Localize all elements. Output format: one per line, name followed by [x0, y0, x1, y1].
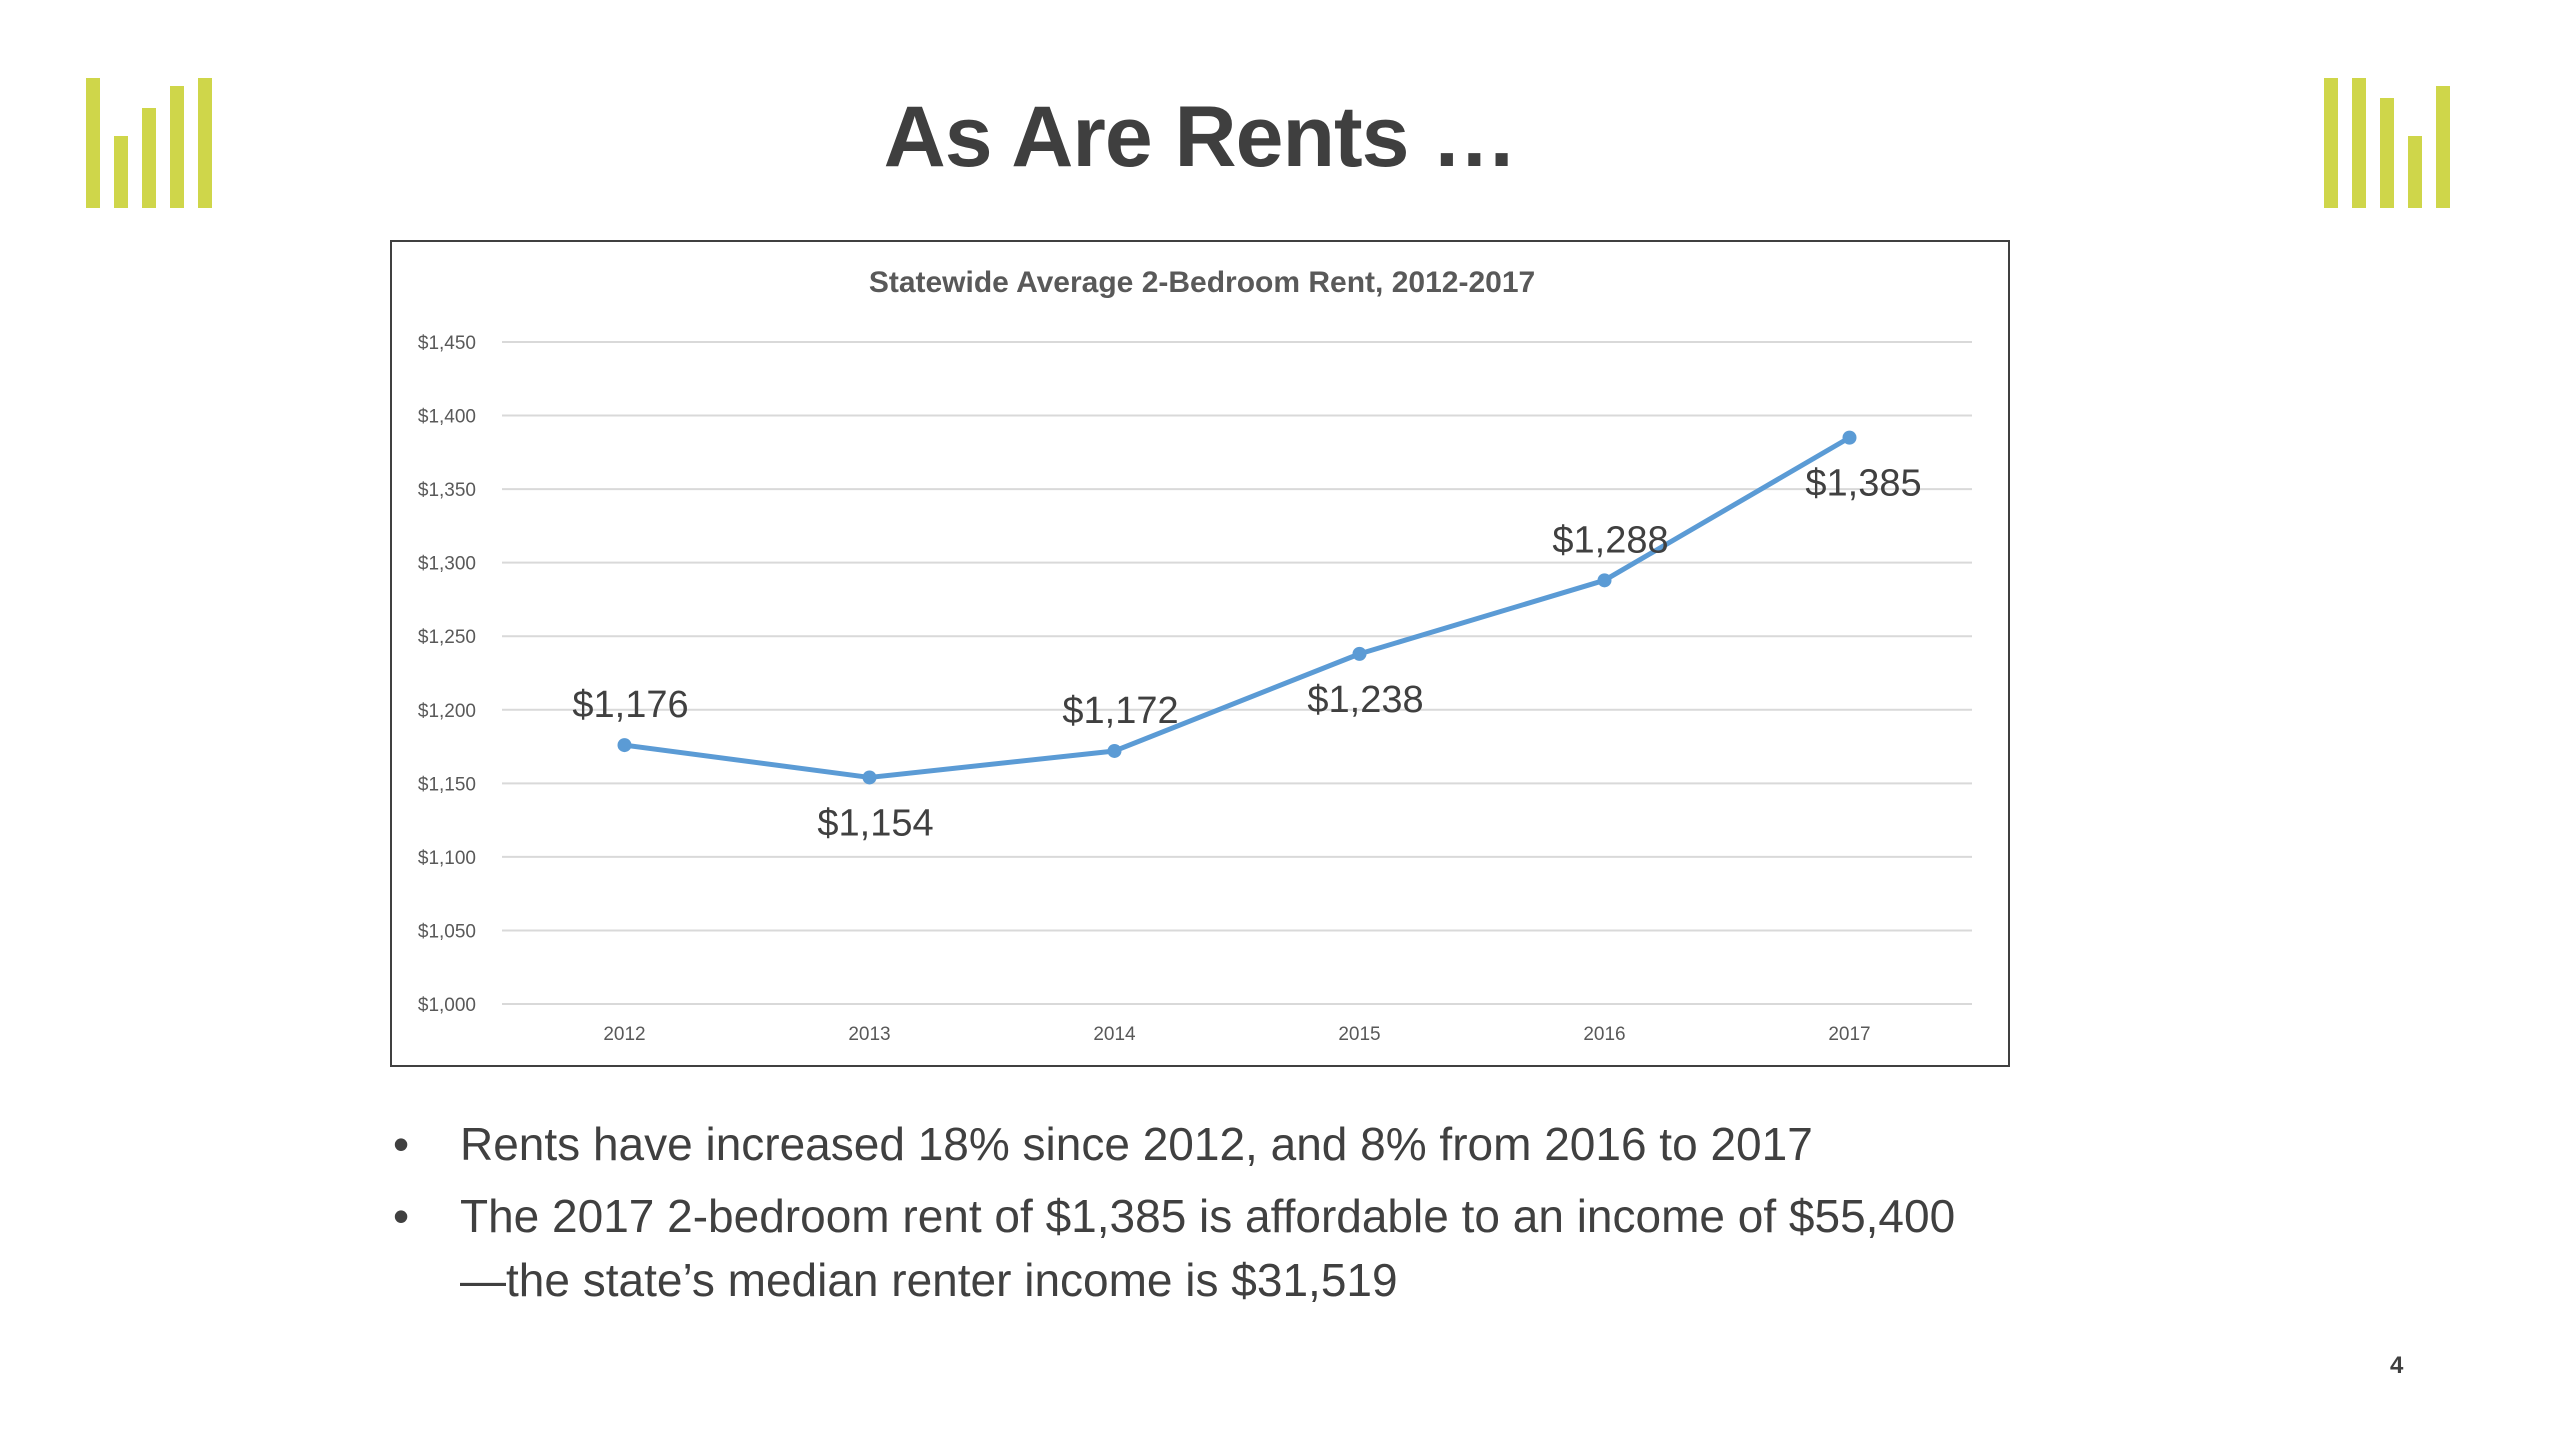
- y-tick-label: $1,150: [418, 774, 476, 795]
- data-label: $1,154: [817, 802, 933, 844]
- bar-logo-icon: [86, 78, 212, 208]
- data-label: $1,172: [1062, 690, 1178, 732]
- x-tick-label: 2015: [1338, 1024, 1380, 1045]
- page-number: 4: [2390, 1352, 2404, 1379]
- y-tick-label: $1,350: [418, 480, 476, 501]
- data-point: [1352, 646, 1367, 661]
- y-tick-label: $1,250: [418, 627, 476, 648]
- y-tick-label: $1,400: [418, 407, 476, 428]
- bullet-item: • The 2017 2-bedroom rent of $1,385 is a…: [386, 1184, 1986, 1312]
- x-tick-label: 2012: [603, 1024, 645, 1045]
- x-tick-label: 2014: [1093, 1024, 1136, 1045]
- bullet-text: The 2017 2-bedroom rent of $1,385 is aff…: [460, 1190, 1956, 1306]
- logo-left: [84, 78, 219, 208]
- y-tick-label: $1,450: [418, 333, 476, 354]
- y-tick-label: $1,000: [418, 995, 476, 1016]
- chart-frame: Statewide Average 2-Bedroom Rent, 2012-2…: [390, 240, 2010, 1067]
- x-tick-label: 2017: [1828, 1024, 1870, 1045]
- y-tick-label: $1,100: [418, 848, 476, 869]
- y-tick-label: $1,300: [418, 554, 476, 575]
- logo-right: [2322, 78, 2457, 208]
- y-tick-label: $1,050: [418, 921, 476, 942]
- data-label: $1,176: [572, 684, 688, 726]
- x-tick-label: 2013: [848, 1024, 890, 1045]
- slide-title: As Are Rents …: [883, 89, 1518, 185]
- data-label: $1,238: [1307, 679, 1423, 721]
- y-tick-label: $1,200: [418, 701, 476, 722]
- data-point: [617, 738, 632, 753]
- data-label: $1,385: [1805, 463, 1921, 505]
- bar-logo-icon: [2324, 78, 2450, 208]
- line-chart: Statewide Average 2-Bedroom Rent, 2012-2…: [418, 266, 1972, 1045]
- data-point: [1597, 573, 1612, 588]
- data-point: [1107, 743, 1122, 758]
- chart-title: Statewide Average 2-Bedroom Rent, 2012-2…: [869, 266, 1535, 299]
- x-tick-label: 2016: [1583, 1024, 1625, 1045]
- series-line: [624, 435, 1851, 780]
- bullet-list: • Rents have increased 18% since 2012, a…: [386, 1112, 1986, 1320]
- data-point: [1842, 430, 1857, 445]
- bullet-text: Rents have increased 18% since 2012, and…: [460, 1118, 1813, 1170]
- bullet-item: • Rents have increased 18% since 2012, a…: [386, 1112, 1986, 1176]
- bullet-glyph: •: [392, 1118, 410, 1170]
- bullet-glyph: •: [392, 1190, 410, 1242]
- data-label: $1,288: [1552, 519, 1668, 561]
- data-point: [862, 770, 877, 785]
